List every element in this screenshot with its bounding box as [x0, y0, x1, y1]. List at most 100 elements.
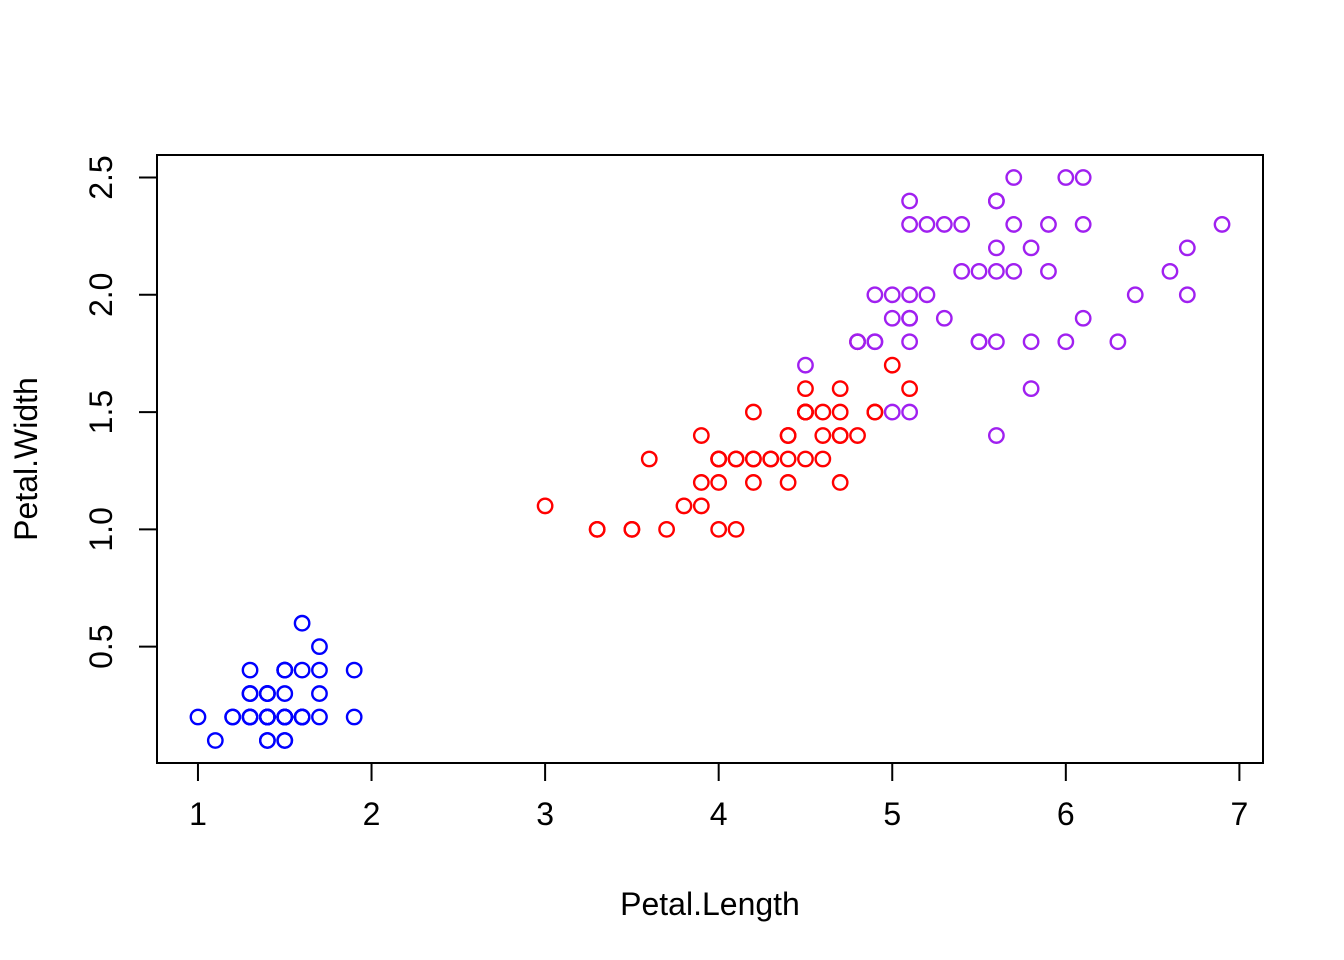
data-point-virginica [1005, 216, 1023, 233]
data-point-setosa [276, 661, 294, 679]
data-point-versicolor [849, 427, 866, 444]
data-point-versicolor [727, 450, 745, 468]
data-point-versicolor [710, 474, 728, 491]
data-point-virginica [987, 333, 1005, 351]
x-axis-tick-label: 6 [1057, 796, 1075, 832]
data-point-virginica [953, 262, 971, 280]
data-point-versicolor [797, 450, 814, 468]
data-point-setosa [189, 708, 207, 726]
data-point-virginica [1022, 380, 1040, 398]
data-point-virginica [1040, 262, 1057, 280]
x-axis-tick-label: 2 [363, 796, 381, 832]
data-point-virginica [1109, 333, 1127, 351]
y-axis-title: Petal.Width [8, 377, 44, 541]
data-point-virginica [1005, 262, 1023, 280]
data-point-virginica [1074, 216, 1092, 233]
data-point-setosa [345, 708, 363, 726]
data-point-versicolor [797, 403, 814, 421]
data-point-setosa [206, 732, 224, 749]
x-axis-tick-label: 1 [189, 796, 207, 832]
data-point-virginica [1074, 169, 1092, 186]
data-point-virginica [901, 192, 919, 210]
data-point-virginica [935, 216, 953, 233]
plot-box [156, 154, 1264, 764]
data-point-versicolor [623, 520, 641, 538]
data-point-virginica [883, 403, 901, 421]
data-point-virginica [1057, 169, 1075, 186]
data-point-versicolor [797, 380, 814, 398]
data-point-versicolor [727, 520, 745, 538]
data-point-setosa [311, 661, 328, 679]
data-point-virginica [866, 333, 884, 351]
data-point-virginica [1040, 216, 1057, 233]
data-point-virginica [987, 427, 1005, 444]
data-point-versicolor [814, 427, 832, 444]
data-point-setosa [224, 708, 242, 726]
data-point-versicolor [901, 380, 919, 398]
data-point-versicolor [779, 427, 797, 444]
y-axis-tick-label: 1.0 [83, 507, 119, 551]
data-point-versicolor [779, 474, 797, 491]
x-axis-tick-label: 5 [883, 796, 901, 832]
data-point-setosa [311, 685, 328, 702]
data-point-virginica [1213, 216, 1231, 233]
data-point-setosa [311, 708, 328, 726]
data-point-virginica [1161, 262, 1179, 280]
data-point-virginica [1178, 239, 1196, 257]
data-point-virginica [935, 309, 953, 327]
data-point-virginica [1074, 309, 1092, 327]
data-point-virginica [901, 403, 919, 421]
data-point-versicolor [692, 427, 710, 444]
data-point-virginica [1057, 333, 1075, 351]
data-point-setosa [293, 661, 311, 679]
data-point-virginica [918, 216, 936, 233]
data-point-versicolor [640, 450, 658, 468]
data-point-versicolor [744, 403, 762, 421]
data-point-versicolor [692, 497, 710, 515]
data-point-setosa [293, 708, 311, 726]
data-point-virginica [970, 262, 988, 280]
data-point-versicolor [814, 403, 832, 421]
data-point-virginica [987, 239, 1005, 257]
data-point-setosa [258, 708, 276, 726]
data-point-virginica [901, 216, 919, 233]
data-point-virginica [987, 192, 1005, 210]
data-point-setosa [241, 661, 259, 679]
data-point-virginica [1005, 169, 1023, 186]
y-axis-tick-label: 2.5 [83, 155, 119, 199]
data-point-versicolor [831, 474, 849, 491]
x-axis-tick-label: 7 [1230, 796, 1248, 832]
data-point-virginica [953, 216, 971, 233]
data-point-setosa [258, 685, 276, 702]
data-point-virginica [883, 286, 901, 304]
x-axis-tick-label: 3 [536, 796, 554, 832]
x-axis-title: Petal.Length [620, 886, 800, 922]
data-point-versicolor [710, 450, 728, 468]
data-point-versicolor [762, 450, 780, 468]
data-point-setosa [276, 685, 294, 702]
data-point-virginica [970, 333, 988, 351]
data-point-versicolor [710, 520, 728, 538]
data-point-versicolor [831, 380, 849, 398]
data-point-setosa [293, 614, 311, 632]
data-point-versicolor [814, 450, 832, 468]
data-point-virginica [1126, 286, 1144, 304]
data-point-setosa [276, 732, 294, 749]
data-point-versicolor [883, 356, 901, 374]
data-point-versicolor [866, 403, 884, 421]
y-axis-tick-label: 2.0 [83, 273, 119, 317]
data-point-virginica [901, 286, 919, 304]
data-point-virginica [901, 309, 919, 327]
data-point-versicolor [588, 520, 606, 538]
data-point-setosa [241, 708, 259, 726]
y-axis-tick-label: 1.5 [83, 390, 119, 434]
data-point-virginica [883, 309, 901, 327]
data-point-virginica [849, 333, 866, 351]
data-point-versicolor [831, 403, 849, 421]
data-point-setosa [258, 732, 276, 749]
data-point-virginica [1022, 239, 1040, 257]
data-point-versicolor [744, 450, 762, 468]
data-point-virginica [987, 262, 1005, 280]
